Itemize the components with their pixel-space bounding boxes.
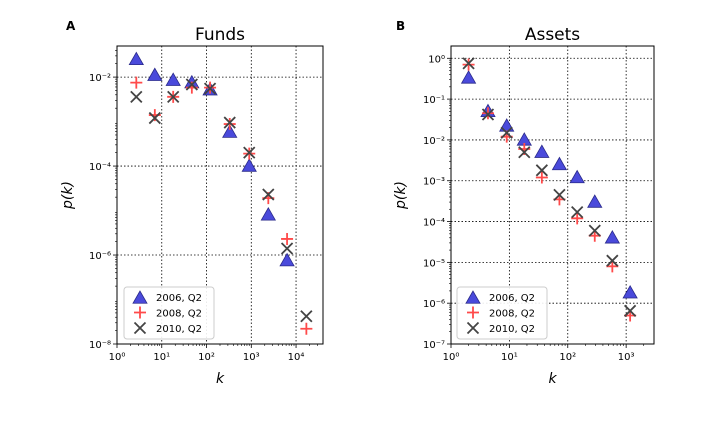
legend-label: 2008, Q2 bbox=[156, 309, 202, 320]
data-point-cross bbox=[623, 304, 637, 317]
data-point-cross bbox=[262, 188, 275, 201]
y-axis-label: p(k) bbox=[393, 181, 409, 210]
legend-label: 2008, Q2 bbox=[489, 309, 535, 320]
data-point-cross bbox=[130, 90, 143, 103]
x-tick-label: 10⁰ bbox=[109, 352, 126, 363]
data-point-plus bbox=[281, 232, 294, 245]
data-point-triangle bbox=[604, 229, 621, 244]
legend-box bbox=[123, 286, 215, 340]
legend: 2006, Q2 2008, Q2 2010, Q2 bbox=[456, 286, 548, 340]
x-axis-label: k bbox=[548, 371, 557, 387]
y-axis-label: p(k) bbox=[60, 181, 76, 210]
legend-label: 2006, Q2 bbox=[156, 293, 202, 304]
x-tick-label: 10¹ bbox=[501, 352, 518, 363]
y-tick-label: 10⁻¹ bbox=[423, 95, 445, 106]
data-point-triangle bbox=[460, 70, 477, 84]
y-tick-label: 10⁻⁶ bbox=[423, 299, 445, 310]
x-tick-label: 10⁰ bbox=[443, 352, 460, 363]
data-point-triangle bbox=[569, 169, 585, 184]
data-point-triangle bbox=[165, 72, 181, 86]
data-point-cross bbox=[588, 224, 601, 237]
legend-marker-plus bbox=[467, 306, 479, 319]
data-point-triangle bbox=[260, 207, 276, 221]
y-tick-label: 10⁻² bbox=[89, 73, 111, 84]
x-tick-label: 10² bbox=[198, 352, 215, 363]
data-point-triangle bbox=[499, 118, 515, 132]
chart-title: Assets bbox=[525, 25, 580, 45]
data-point-triangle bbox=[551, 156, 568, 171]
data-point-triangle bbox=[128, 51, 144, 66]
data-point-triangle bbox=[587, 194, 603, 208]
legend-marker-cross bbox=[133, 321, 147, 335]
data-point-triangle bbox=[222, 124, 238, 138]
y-tick-label: 10⁻⁶ bbox=[89, 251, 111, 262]
legend-marker-triangle bbox=[132, 290, 148, 304]
x-tick-label: 10¹ bbox=[153, 352, 170, 363]
data-point-cross bbox=[481, 108, 495, 121]
legend-marker-cross bbox=[466, 321, 480, 335]
y-tick-label: 10⁻³ bbox=[423, 177, 445, 188]
data-point-plus bbox=[223, 118, 236, 131]
plot-frame bbox=[116, 45, 324, 345]
y-tick-label: 10⁻⁴ bbox=[423, 218, 445, 229]
y-tick-label: 10⁻⁵ bbox=[423, 258, 445, 269]
y-tick-label: 10⁻⁴ bbox=[89, 162, 111, 173]
y-tick-label: 10⁻² bbox=[423, 136, 445, 147]
data-point-triangle bbox=[147, 67, 163, 81]
x-tick-label: 10² bbox=[559, 352, 576, 363]
data-point-cross bbox=[243, 146, 256, 159]
data-point-triangle bbox=[241, 158, 257, 172]
panel-a: A Funds 10⁰ 10¹ 10² 10³ 10⁴ 10⁻⁸ 10⁻⁶ 10⁻⁴ 10⁻² k p(… bbox=[60, 19, 324, 387]
panel-letter: B bbox=[396, 19, 405, 33]
y-tick-label: 10⁻⁸ bbox=[89, 340, 111, 351]
data-point-cross bbox=[462, 57, 475, 70]
data-point-cross bbox=[571, 206, 584, 219]
data-point-cross bbox=[203, 82, 217, 95]
chart-title: Funds bbox=[195, 25, 245, 45]
data-point-plus bbox=[130, 76, 143, 89]
x-axis-label: k bbox=[216, 371, 225, 387]
data-point-cross bbox=[553, 188, 566, 202]
plot-frame bbox=[450, 45, 655, 345]
x-tick-label: 10⁴ bbox=[288, 352, 305, 363]
data-point-triangle bbox=[534, 144, 550, 158]
data-point-cross bbox=[185, 78, 198, 91]
panel-b: B Assets 10⁰ 10¹ 10² 10³ 10⁻⁷ 10⁻⁶ 10⁻⁵ 10⁻⁴ 10⁻³ 1… bbox=[393, 19, 655, 387]
y-tick-label: 10⁰ bbox=[428, 54, 445, 65]
data-point-plus bbox=[571, 212, 584, 225]
data-point-triangle bbox=[279, 252, 295, 267]
data-point-cross bbox=[535, 164, 548, 177]
data-point-cross bbox=[280, 242, 294, 255]
x-tick-label: 10³ bbox=[618, 352, 635, 363]
data-point-plus bbox=[606, 260, 619, 273]
legend-label: 2010, Q2 bbox=[156, 324, 202, 335]
legend-marker-triangle bbox=[465, 290, 481, 304]
data-point-cross bbox=[223, 116, 236, 129]
data-point-cross bbox=[606, 254, 619, 267]
y-tick-label: 10⁻⁷ bbox=[423, 340, 445, 351]
data-point-plus bbox=[300, 322, 313, 335]
legend-label: 2006, Q2 bbox=[489, 293, 535, 304]
data-point-cross bbox=[518, 146, 531, 159]
data-point-cross bbox=[148, 111, 161, 125]
data-point-cross bbox=[500, 126, 513, 139]
panel-letter: A bbox=[66, 19, 76, 33]
x-tick-label: 10³ bbox=[243, 352, 260, 363]
data-point-triangle bbox=[622, 284, 638, 299]
data-point-cross bbox=[167, 90, 180, 103]
data-point-cross bbox=[300, 310, 313, 323]
legend: 2006, Q2 2008, Q2 2010, Q2 bbox=[123, 286, 215, 340]
legend-label: 2010, Q2 bbox=[489, 324, 535, 335]
legend-marker-plus bbox=[134, 306, 146, 319]
data-point-plus bbox=[535, 171, 548, 184]
legend-box bbox=[456, 286, 548, 340]
